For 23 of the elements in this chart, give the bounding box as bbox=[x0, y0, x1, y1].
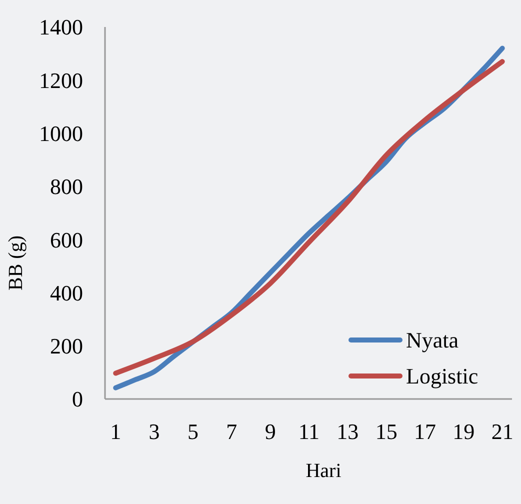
x-tick-label: 11 bbox=[298, 419, 320, 444]
y-tick-label: 200 bbox=[50, 334, 83, 359]
x-tick-label: 17 bbox=[414, 419, 436, 444]
y-tick-label: 1000 bbox=[39, 120, 83, 146]
x-tick-label: 7 bbox=[226, 419, 238, 444]
legend-label: Nyata bbox=[406, 328, 459, 353]
y-tick-label: 1400 bbox=[39, 14, 83, 40]
y-tick-label: 0 bbox=[72, 386, 83, 412]
x-tick-label: 19 bbox=[452, 419, 475, 444]
y-tick-label: 1200 bbox=[39, 68, 83, 93]
x-tick-label: 21 bbox=[491, 419, 514, 444]
x-tick-label: 15 bbox=[375, 419, 398, 444]
x-tick-label: 3 bbox=[148, 419, 160, 444]
x-tick-label: 13 bbox=[336, 419, 359, 444]
y-tick-label: 400 bbox=[50, 280, 83, 306]
x-axis-title: Hari bbox=[306, 460, 342, 482]
x-tick-label: 5 bbox=[187, 419, 198, 444]
y-axis-title: BB (g) bbox=[5, 236, 27, 290]
y-tick-label: 600 bbox=[50, 227, 83, 252]
legend-label: Logistic bbox=[406, 364, 478, 389]
y-tick-label: 800 bbox=[50, 174, 83, 200]
x-tick-label: 9 bbox=[264, 419, 276, 444]
x-tick-label: 1 bbox=[110, 419, 122, 444]
